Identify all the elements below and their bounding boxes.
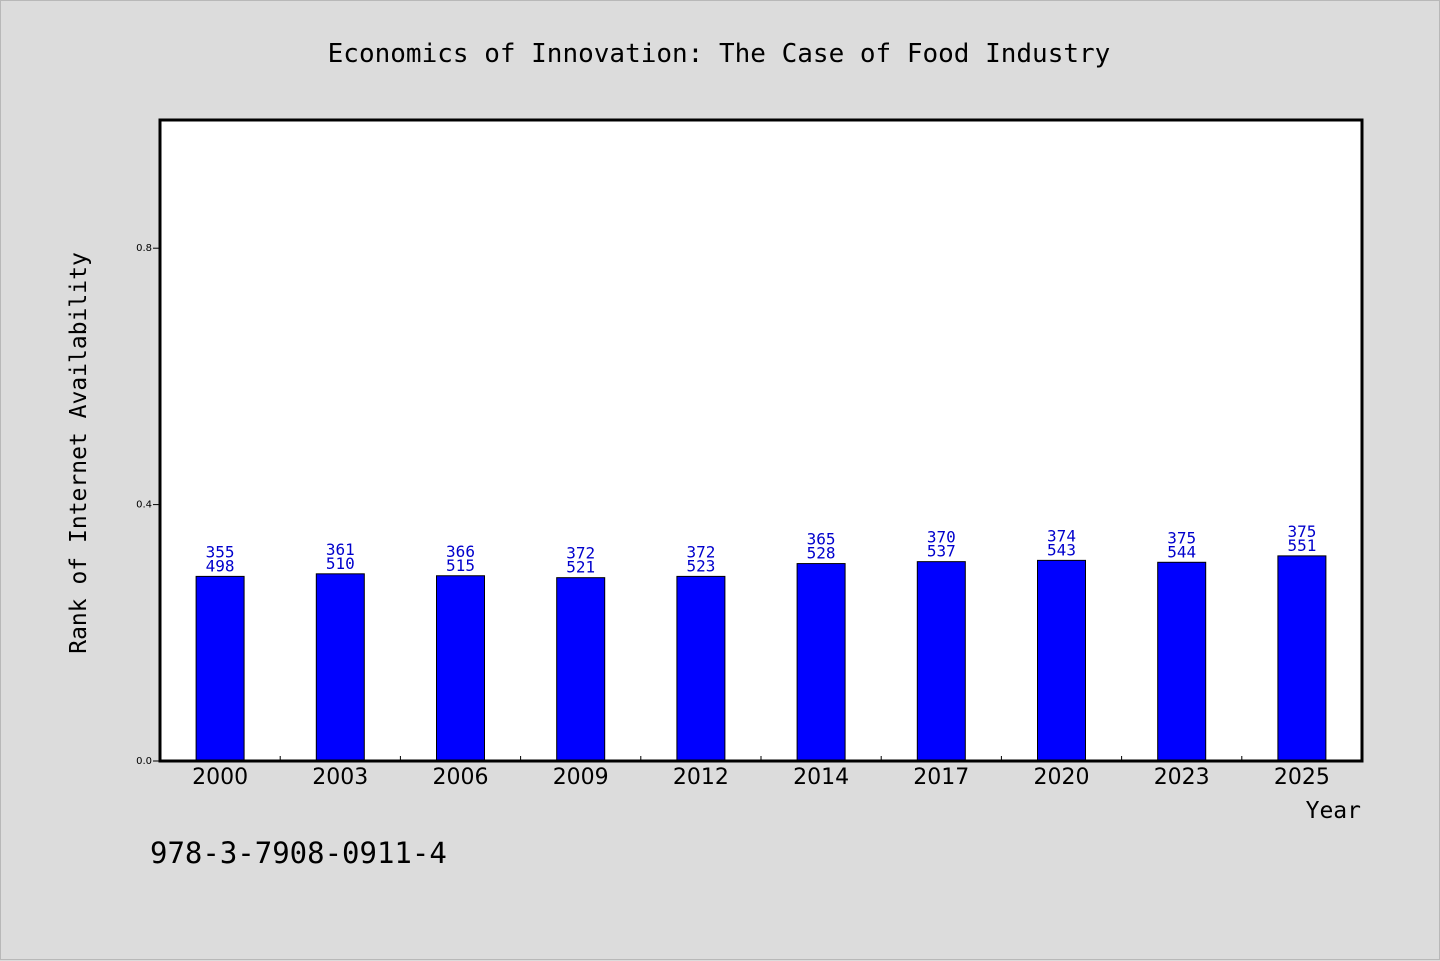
bar-label-bottom: 510: [326, 554, 355, 573]
bar-2025: [1277, 555, 1327, 762]
x-tick-label: 2014: [793, 765, 849, 790]
y-tick-label: 0.4: [136, 500, 152, 511]
bar-label-bottom: 537: [927, 542, 956, 561]
bar-2020: [1037, 559, 1086, 762]
bar-label-bottom: 523: [686, 556, 715, 575]
plot-frame: [158, 118, 1364, 763]
y-tick-label: 0.0: [136, 756, 152, 767]
bar-label-top: 372: [566, 544, 595, 563]
bar-label-top: 375: [1287, 522, 1316, 541]
x-tick-label: 2000: [192, 765, 248, 790]
bar-label-bottom: 528: [807, 544, 836, 563]
bar-2003: [315, 573, 365, 762]
bar-label-bottom: 544: [1167, 542, 1196, 561]
bar-label-top: 366: [446, 542, 475, 561]
bar-2012: [676, 575, 726, 762]
x-tick-label: 2025: [1274, 765, 1330, 790]
bar-2006: [436, 575, 485, 762]
bar-2000: [195, 575, 245, 762]
bar-2023: [1157, 561, 1207, 762]
bar-label-top: 365: [807, 530, 836, 549]
footer-code: 978-3-7908-0911-4: [150, 836, 447, 870]
bar-label-top: 370: [927, 528, 956, 547]
bar-series: [195, 555, 1327, 762]
chart-title: Economics of Innovation: The Case of Foo…: [328, 39, 1111, 69]
x-tick-label: 2009: [553, 765, 609, 790]
x-tick-label: 2020: [1034, 765, 1090, 790]
bar-label-top: 361: [326, 540, 355, 559]
x-tick-label: 2023: [1154, 765, 1210, 790]
bar-2017: [916, 561, 966, 762]
bar-2009: [556, 577, 606, 762]
bar-label-top: 355: [206, 542, 235, 561]
bar-label-top: 374: [1047, 526, 1076, 545]
x-axis-label: Year: [1306, 798, 1361, 824]
bar-label-top: 372: [686, 542, 715, 561]
bar-label-bottom: 515: [446, 556, 475, 575]
y-axis-ticks: 0.0 0.4 0.8: [136, 243, 160, 767]
bar-labels: 3554983615103665153725213725233655283705…: [206, 522, 1317, 577]
x-tick-label: 2017: [913, 765, 969, 790]
bar-2014: [796, 563, 846, 762]
bar-label-bottom: 521: [566, 558, 595, 577]
bar-label-bottom: 551: [1287, 536, 1316, 555]
x-axis-labels: 2000 2003 2006 2009 2012 2014 2017 2020 2023 2025: [192, 765, 1330, 790]
bar-label-bottom: 543: [1047, 540, 1076, 559]
bar-label-bottom: 498: [206, 556, 235, 575]
y-axis-label: Rank of Internet Availability: [66, 252, 92, 654]
x-tick-label: 2003: [312, 765, 368, 790]
bar-label-top: 375: [1167, 528, 1196, 547]
x-tick-label: 2006: [433, 765, 489, 790]
y-tick-label: 0.8: [136, 243, 152, 254]
x-tick-label: 2012: [673, 765, 729, 790]
